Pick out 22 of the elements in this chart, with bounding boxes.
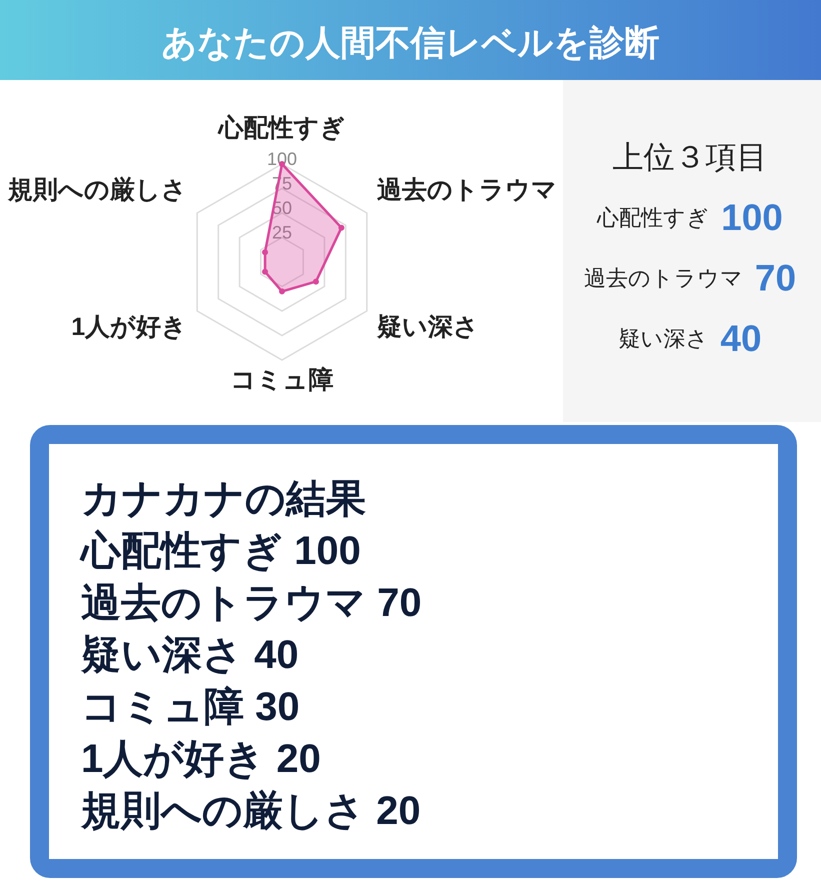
text: 心配性すぎ 100 [79, 529, 361, 573]
text: 1人が好き 20 [81, 737, 321, 781]
spoke-label: 過去のトラウマ [376, 176, 557, 204]
spoke-label: 疑い深さ [376, 313, 479, 341]
chart-title: あなたの人間不信レベルを診断 [162, 24, 660, 62]
text: 過去のトラウマ 70 [81, 581, 422, 625]
text: 40 [720, 318, 762, 358]
text: 疑い深さ 40 [80, 633, 299, 677]
text: コミュ障 30 [81, 685, 300, 729]
text: 規則への厳しさ 20 [80, 789, 421, 833]
text: 上位３項目 [612, 140, 768, 174]
text: 70 [754, 257, 796, 298]
text: カナカナの結果 [81, 477, 366, 521]
spoke-label: 規則への厳しさ [7, 176, 188, 204]
text: 過去のトラウマ [584, 265, 743, 290]
text: 疑い深さ [618, 326, 708, 350]
y-tick-label: 25 [272, 222, 292, 242]
text: 心配性すぎ [596, 204, 710, 230]
text: 100 [721, 196, 783, 238]
spoke-label: 1人が好き [71, 313, 188, 341]
spoke-label: 心配性すぎ [218, 114, 346, 142]
spoke-label: コミュ障 [230, 366, 334, 394]
